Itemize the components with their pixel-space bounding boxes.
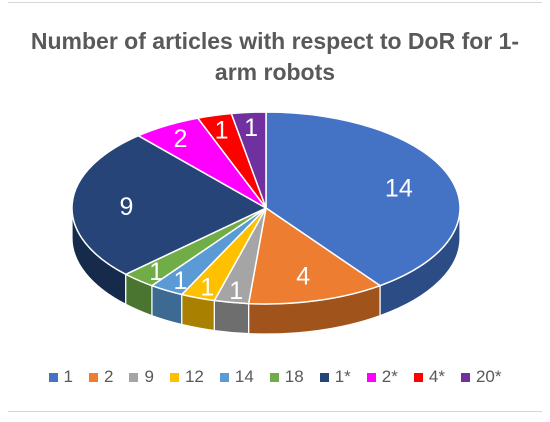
legend-item-4*: 4* xyxy=(413,367,445,387)
legend-label: 1* xyxy=(334,367,351,386)
pie-slices xyxy=(71,111,461,305)
legend-item-12: 12 xyxy=(169,367,204,387)
slice-2 xyxy=(247,207,381,305)
legend-swatch xyxy=(129,372,139,382)
legend-item-14: 14 xyxy=(219,367,254,387)
legend-label: 12 xyxy=(184,367,204,386)
slice-side-9 xyxy=(213,299,250,335)
legend-swatch xyxy=(48,372,58,382)
data-label-12: 1 xyxy=(200,273,214,301)
legend-item-9: 9 xyxy=(129,367,154,387)
data-label-4*: 1 xyxy=(215,116,229,144)
legend-label: 4* xyxy=(428,367,445,386)
legend-label: 14 xyxy=(234,367,254,386)
legend-label: 2* xyxy=(381,367,398,386)
legend-item-20*: 20* xyxy=(460,367,502,387)
slice-20* xyxy=(230,111,267,209)
legend-swatch xyxy=(219,372,229,382)
legend-label: 9 xyxy=(144,367,154,386)
chart-title: Number of articles with respect to DoR f… xyxy=(30,28,520,85)
legend-swatch xyxy=(169,372,179,382)
legend-label: 20* xyxy=(475,367,502,386)
data-label-1: 14 xyxy=(385,175,413,203)
data-label-1*: 9 xyxy=(120,193,134,221)
legend-swatch xyxy=(413,372,423,382)
slice-1* xyxy=(71,134,267,276)
slice-1 xyxy=(265,111,461,287)
data-label-18: 1 xyxy=(149,258,163,286)
pie-sides xyxy=(71,207,461,335)
legend-item-2: 2 xyxy=(89,367,113,387)
legend-swatch xyxy=(319,372,329,382)
top-rule xyxy=(8,2,542,3)
data-label-2: 4 xyxy=(296,263,310,291)
legend-item-2*: 2* xyxy=(366,367,398,387)
legend: 1 2 9 12 14 18 1* 2* 4* 20* xyxy=(0,367,550,387)
data-label-2*: 2 xyxy=(173,125,187,153)
legend-swatch xyxy=(460,372,470,382)
legend-item-18: 18 xyxy=(269,367,304,387)
legend-item-1*: 1* xyxy=(319,367,351,387)
data-label-9: 1 xyxy=(229,277,243,305)
legend-label: 1 xyxy=(63,367,73,386)
data-label-20*: 1 xyxy=(244,114,258,142)
legend-label: 18 xyxy=(284,367,304,386)
legend-swatch xyxy=(89,372,98,382)
data-label-14: 1 xyxy=(173,267,187,295)
bottom-rule xyxy=(8,411,542,412)
legend-item-1: 1 xyxy=(48,367,73,387)
legend-swatch xyxy=(366,372,376,382)
legend-label: 2 xyxy=(104,367,114,386)
legend-swatch xyxy=(269,372,279,382)
